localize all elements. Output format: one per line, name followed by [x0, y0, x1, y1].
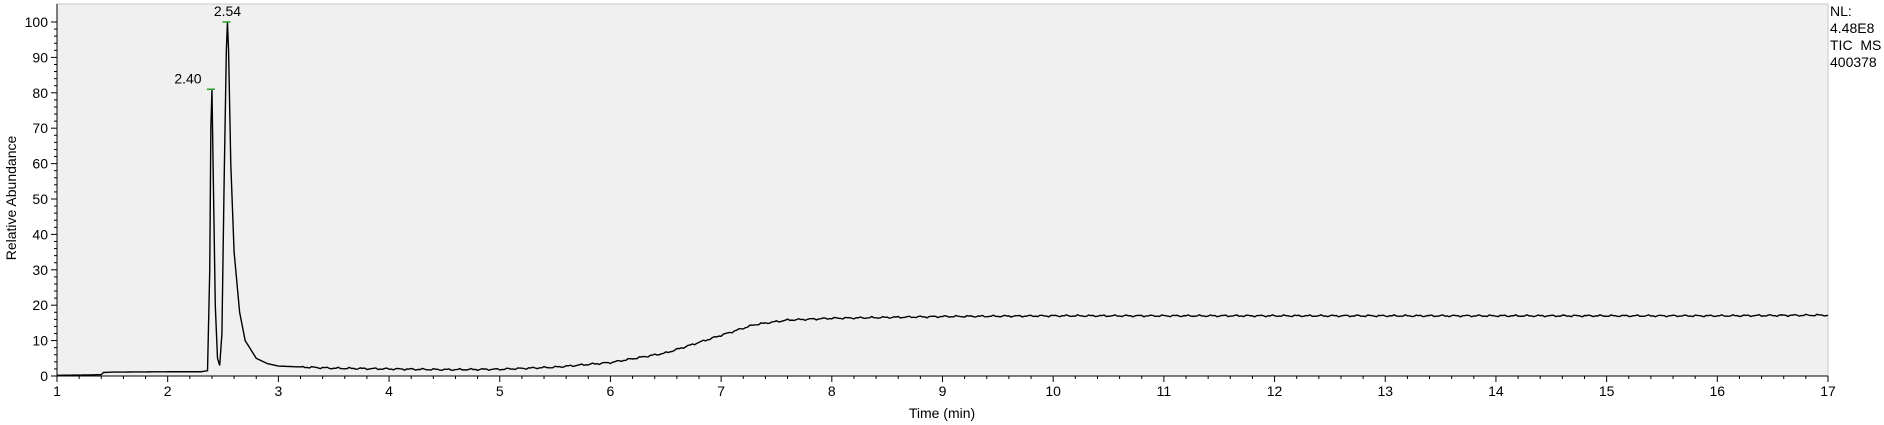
- x-tick-label: 7: [717, 383, 725, 399]
- x-tick-label: 15: [1599, 383, 1615, 399]
- y-tick-label: 60: [32, 156, 48, 172]
- y-tick-label: 50: [32, 191, 48, 207]
- axis-ticks: [51, 21, 1829, 382]
- info-line-nl: NL:: [1830, 3, 1852, 19]
- y-tick-label: 10: [32, 333, 48, 349]
- y-tick-label: 90: [32, 49, 48, 65]
- x-tick-label: 17: [1820, 383, 1836, 399]
- x-tick-label: 8: [828, 383, 836, 399]
- normalization-info: NL: 4.48E8 TIC MS 400378: [1830, 3, 1881, 70]
- x-tick-label: 4: [385, 383, 393, 399]
- x-tick-label: 9: [939, 383, 947, 399]
- y-tick-label: 100: [25, 14, 49, 30]
- x-tick-label: 1: [53, 383, 61, 399]
- x-tick-label: 5: [496, 383, 504, 399]
- x-tick-label: 2: [164, 383, 172, 399]
- y-tick-label: 30: [32, 262, 48, 278]
- axis-tick-labels: 1 2 3 4 5 6 7 8 9 10 11 12 13 14 15 16 17010203040506070…: [25, 14, 1836, 399]
- x-tick-label: 3: [274, 383, 282, 399]
- x-tick-label: 16: [1710, 383, 1726, 399]
- x-tick-label: 12: [1267, 383, 1283, 399]
- x-tick-label: 11: [1157, 383, 1172, 399]
- info-line-value: 4.48E8: [1830, 20, 1875, 36]
- y-tick-label: 80: [32, 85, 48, 101]
- x-tick-label: 10: [1045, 383, 1061, 399]
- y-tick-label: 20: [32, 297, 48, 313]
- peak-label: 2.40: [174, 70, 201, 86]
- plot-background: [56, 3, 1829, 377]
- x-tick-label: 6: [607, 383, 615, 399]
- y-tick-label: 0: [40, 368, 48, 384]
- x-tick-label: 13: [1377, 383, 1393, 399]
- y-axis-title: Relative Abundance: [3, 136, 19, 261]
- x-axis-title: Time (min): [909, 405, 975, 421]
- peak-label: 2.54: [214, 3, 241, 19]
- x-tick-label: 14: [1488, 383, 1504, 399]
- info-line-scan: TIC MS: [1830, 37, 1881, 53]
- peak-annotations: 2.40 2.54: [174, 3, 241, 91]
- y-tick-label: 40: [32, 226, 48, 242]
- y-tick-label: 70: [32, 120, 48, 136]
- tic-trace-line: [56, 21, 1829, 376]
- info-line-id: 400378: [1830, 54, 1877, 70]
